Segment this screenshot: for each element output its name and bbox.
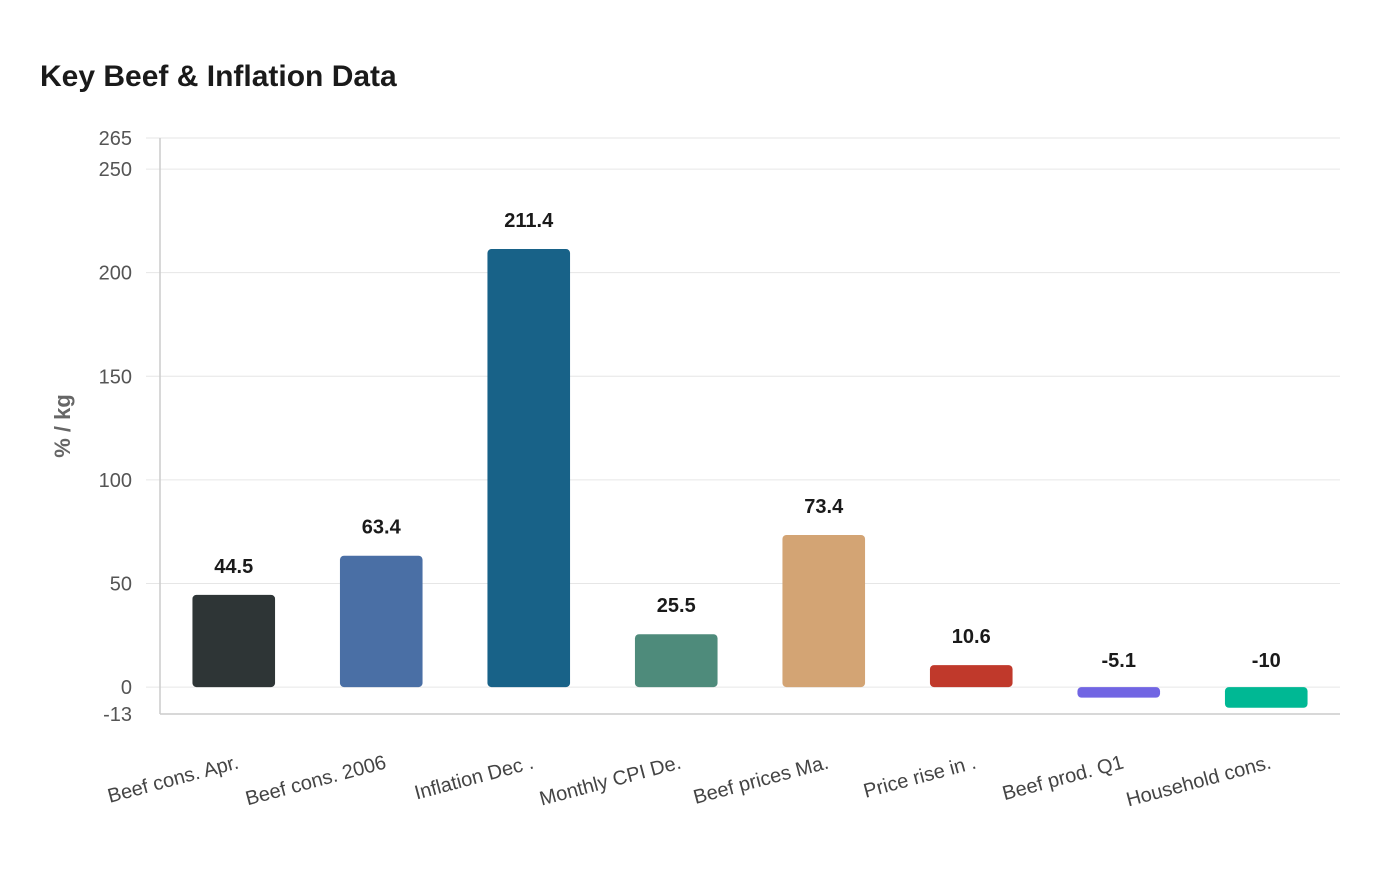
bar (339, 555, 423, 688)
x-tick-label: Household cons. (1124, 752, 1274, 812)
y-axis-ticks: -13 0 50 100 150 200 250 265 (99, 128, 132, 726)
bar-value-label: 63.4 (362, 517, 402, 539)
bar (782, 534, 866, 688)
y-tick-label: 50 (110, 573, 132, 595)
value-labels: 44.5 63.4 211.4 25.5 73.4 10.6 -5.1 -10 (214, 210, 1280, 672)
bar (929, 665, 1013, 688)
x-tick-label: Price rise in . (861, 752, 978, 803)
bar-value-label: 25.5 (657, 595, 696, 617)
y-axis-title: % / kg (50, 394, 75, 458)
bars (192, 249, 1308, 708)
bar (634, 634, 718, 688)
y-tick-label: 0 (121, 677, 132, 699)
x-axis-labels: Beef cons. Apr. Beef cons. 2006 Inflation … (105, 752, 1273, 812)
bar-value-label: 44.5 (214, 556, 253, 578)
y-tick-label: 100 (99, 470, 132, 492)
bar-value-label: 10.6 (952, 626, 991, 648)
y-tick-label: -13 (103, 704, 132, 726)
y-tick-label: 250 (99, 159, 132, 181)
x-tick-label: Inflation Dec . (412, 752, 536, 805)
y-tick-label: 150 (99, 366, 132, 388)
bar-value-label: -5.1 (1102, 650, 1136, 672)
bar-value-label: -10 (1252, 650, 1281, 672)
x-tick-label: Beef cons. Apr. (105, 752, 241, 808)
x-tick-label: Monthly CPI De. (537, 752, 683, 811)
x-tick-label: Beef prod. Q1 (1000, 752, 1126, 805)
bar (487, 249, 571, 688)
x-tick-label: Beef prices Ma. (691, 752, 831, 809)
bar (192, 594, 276, 688)
chart-title: Key Beef & Inflation Data (40, 60, 397, 93)
y-tick-label: 200 (99, 263, 132, 285)
bar-value-label: 73.4 (804, 496, 844, 518)
bar (1224, 687, 1308, 708)
y-tick-label: 265 (99, 128, 132, 150)
bar-value-label: 211.4 (504, 210, 554, 232)
x-tick-label: Beef cons. 2006 (243, 752, 388, 811)
grid-lines (146, 137, 1340, 688)
bar (1077, 687, 1161, 698)
